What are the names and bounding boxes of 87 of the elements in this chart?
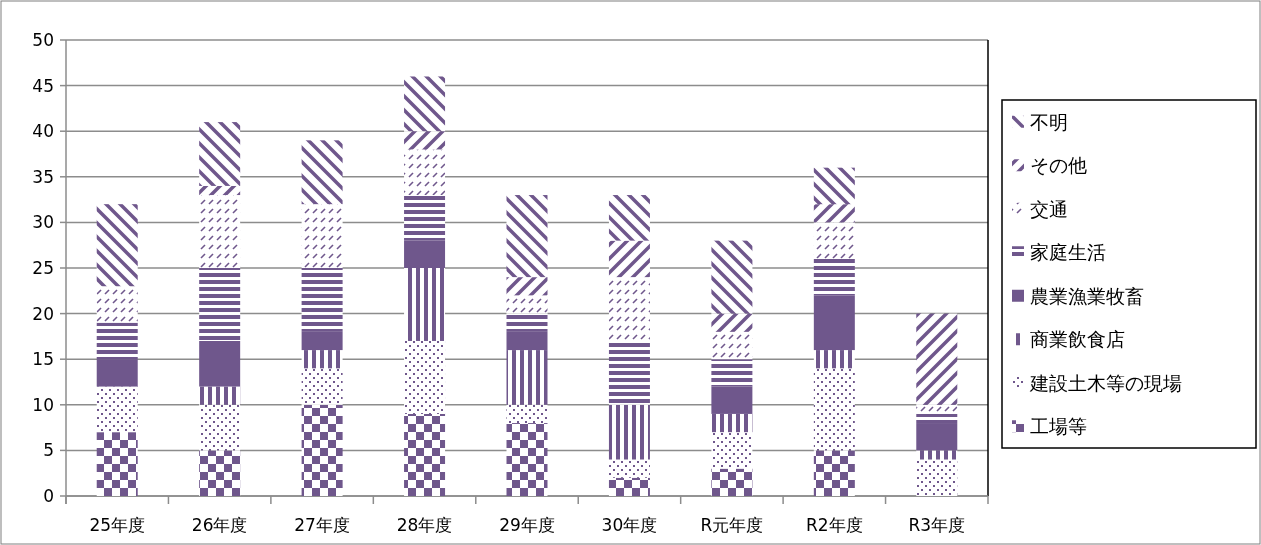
y-tick-label: 35 bbox=[32, 166, 54, 187]
legend-label: 建設土木等の現場 bbox=[1029, 371, 1182, 394]
y-tick-label: 20 bbox=[32, 303, 54, 324]
bar bbox=[506, 404, 548, 424]
bar bbox=[404, 149, 446, 196]
bar bbox=[199, 268, 241, 341]
bar bbox=[404, 76, 446, 132]
bar bbox=[96, 432, 138, 496]
bar bbox=[813, 204, 855, 223]
legend-label: その他 bbox=[1030, 154, 1087, 177]
y-tick-label: 25 bbox=[32, 258, 54, 278]
bar bbox=[608, 477, 650, 496]
bar bbox=[506, 423, 548, 496]
legend-label: 家庭生活 bbox=[1030, 241, 1106, 264]
bar bbox=[608, 404, 650, 460]
bar bbox=[301, 331, 343, 351]
x-tick-label: 29年度 bbox=[499, 515, 555, 535]
bar bbox=[199, 185, 241, 196]
bar bbox=[301, 204, 343, 268]
y-tick-label: 10 bbox=[32, 394, 54, 415]
bar bbox=[199, 340, 241, 387]
bar bbox=[506, 331, 548, 351]
bar bbox=[813, 167, 855, 205]
y-tick-label: 30 bbox=[32, 212, 54, 233]
bar bbox=[813, 258, 855, 296]
bar bbox=[96, 386, 138, 433]
legend-label: 工場等 bbox=[1030, 415, 1087, 438]
legend-label: 商業飲食店 bbox=[1030, 328, 1125, 351]
bar bbox=[711, 240, 753, 314]
x-tick-label: R元年度 bbox=[700, 515, 764, 535]
x-tick-label: R2年度 bbox=[806, 515, 863, 535]
bar bbox=[711, 359, 753, 387]
bar bbox=[404, 268, 446, 341]
bar bbox=[404, 340, 446, 414]
bar bbox=[608, 340, 650, 405]
bar bbox=[404, 413, 446, 496]
legend-label: 交通 bbox=[1030, 197, 1068, 220]
bar bbox=[404, 131, 446, 150]
bar bbox=[916, 413, 958, 424]
bar bbox=[608, 195, 650, 241]
bar bbox=[506, 195, 548, 278]
bar bbox=[199, 450, 241, 496]
bar bbox=[199, 386, 241, 405]
bar bbox=[301, 268, 343, 332]
x-tick-label: R3年度 bbox=[908, 515, 966, 535]
legend-label: 農業漁業牧畜 bbox=[1030, 284, 1144, 307]
bar bbox=[608, 277, 650, 341]
x-tick-label: 26年度 bbox=[191, 515, 248, 535]
bar bbox=[96, 286, 138, 323]
bar bbox=[506, 295, 548, 314]
y-tick-label: 50 bbox=[32, 30, 54, 50]
bar bbox=[711, 468, 753, 496]
x-tick-label: 25年度 bbox=[89, 515, 146, 535]
bar bbox=[404, 195, 446, 241]
bar bbox=[506, 277, 548, 296]
bar bbox=[916, 404, 958, 414]
bar bbox=[916, 313, 958, 405]
bar bbox=[301, 140, 343, 205]
x-tick-label: 28年度 bbox=[396, 515, 453, 535]
x-tick-label: 30年度 bbox=[601, 515, 658, 535]
bar bbox=[301, 404, 343, 496]
bar bbox=[301, 350, 343, 369]
bar bbox=[711, 386, 753, 414]
bar bbox=[813, 350, 855, 369]
bar bbox=[506, 350, 548, 405]
legend-label: 不明 bbox=[1030, 110, 1068, 133]
bar bbox=[813, 295, 855, 351]
bar bbox=[916, 423, 958, 451]
bar bbox=[916, 450, 958, 460]
y-tick-label: 15 bbox=[32, 349, 54, 370]
bar bbox=[916, 459, 958, 496]
bar bbox=[199, 122, 241, 186]
bar bbox=[711, 313, 753, 332]
bar bbox=[404, 240, 446, 268]
y-tick-label: 40 bbox=[32, 121, 54, 142]
bar bbox=[96, 322, 138, 360]
y-tick-label: 45 bbox=[32, 75, 54, 96]
bar bbox=[96, 204, 138, 287]
bar bbox=[813, 450, 855, 496]
bar bbox=[96, 359, 138, 387]
bar bbox=[608, 459, 650, 478]
y-tick-label: 5 bbox=[43, 440, 54, 461]
bar bbox=[608, 240, 650, 278]
bar bbox=[506, 313, 548, 332]
y-tick-label: 0 bbox=[43, 486, 54, 506]
x-tick-label: 27年度 bbox=[294, 515, 350, 535]
bar bbox=[711, 413, 753, 433]
